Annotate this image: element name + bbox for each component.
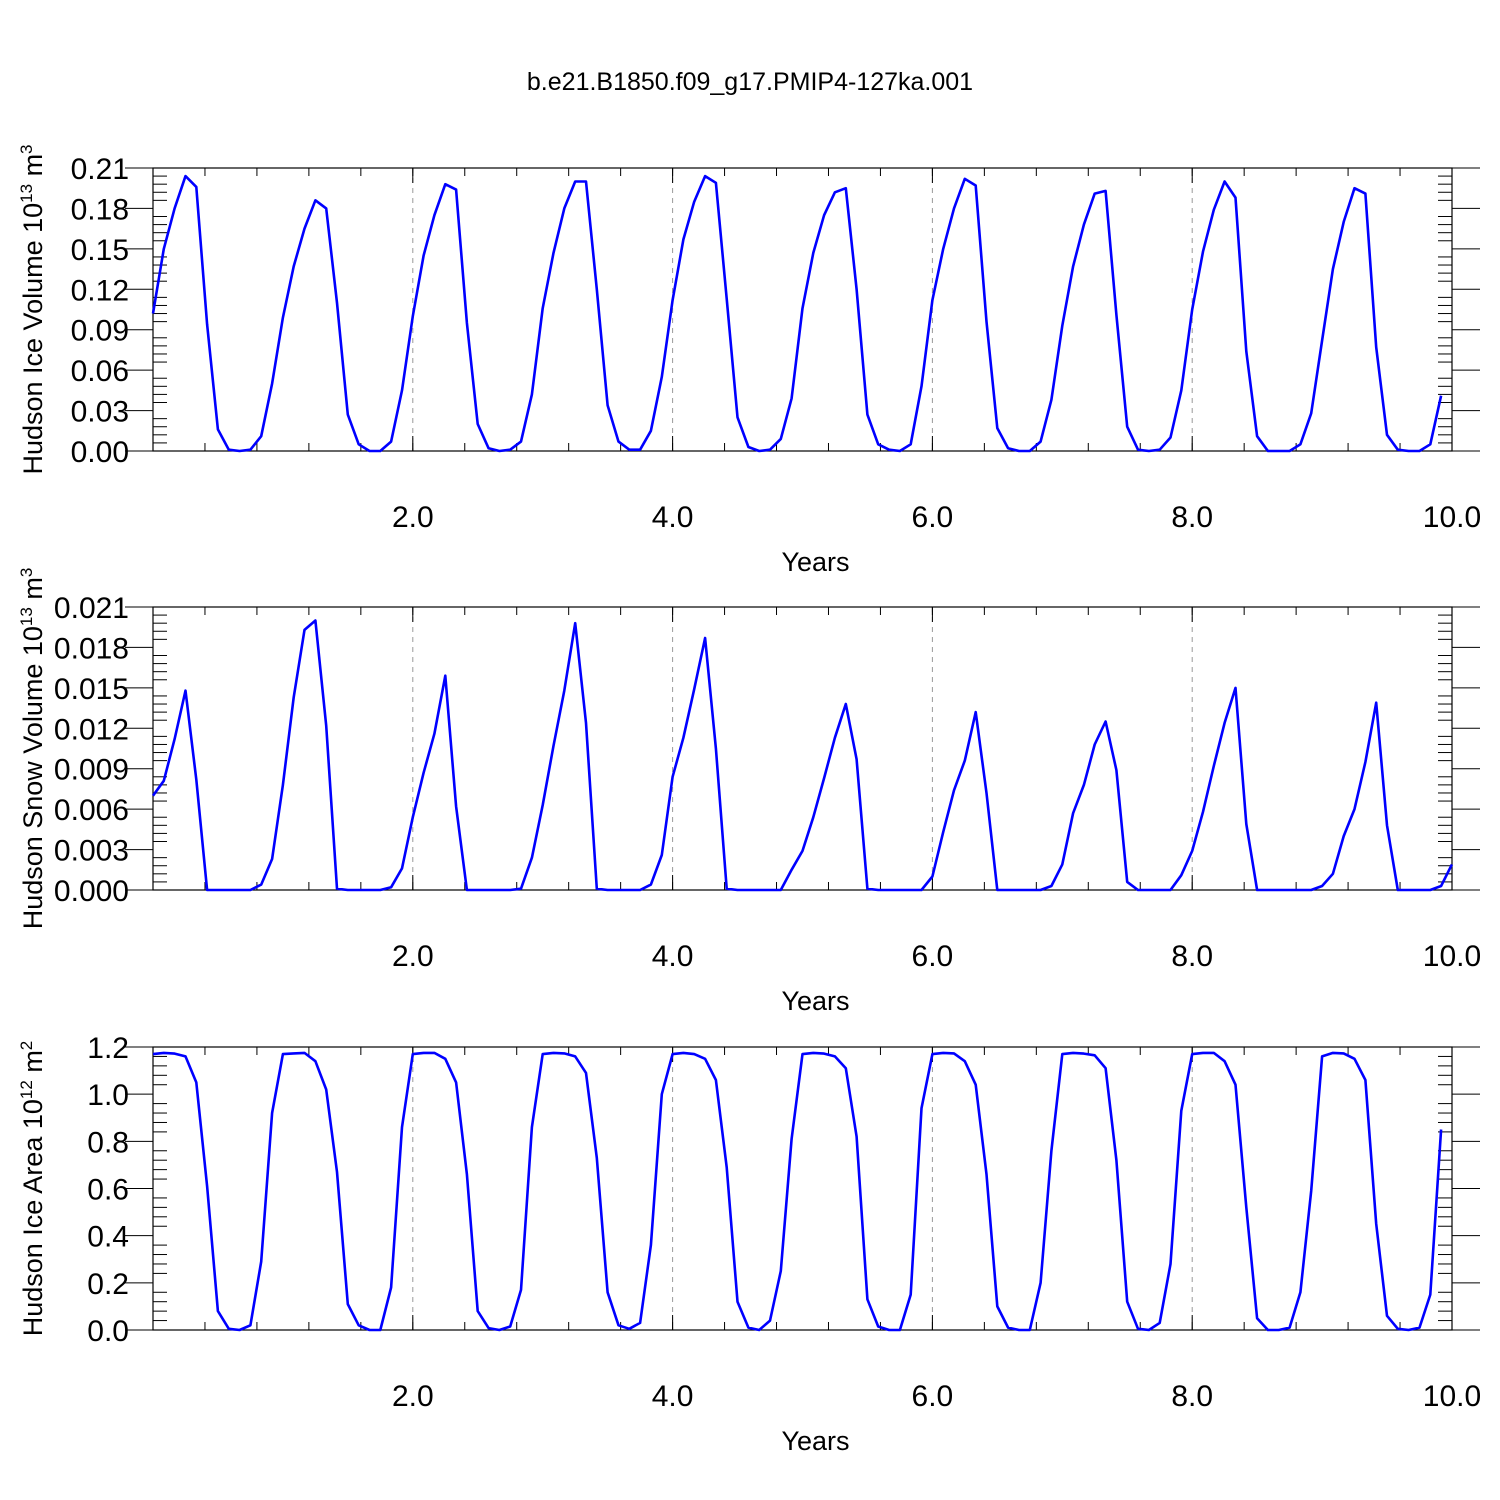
ice-area-x-tick-label: 6.0: [912, 1380, 954, 1413]
ice-volume-y-tick-label: 0.15: [71, 234, 129, 267]
snow-volume-y-tick-label: 0.009: [54, 754, 129, 787]
ice-area-y-axis-label: Hudson Ice Area 1012 m2: [17, 1041, 48, 1337]
ice-area-x-tick-label: 8.0: [1171, 1380, 1213, 1413]
ice-volume-y-tick-label: 0.06: [71, 355, 129, 388]
ice-volume-panel: 2.0 4.0 6.0 8.0 10.0 0.00 0.03 0.06 0.09 0.12 0.15…: [17, 144, 1481, 577]
ice-volume-y-tick-label: 0.12: [71, 274, 129, 307]
snow-volume-data-line: [151, 619, 1454, 892]
ice-area-y-tick-label: 0.2: [87, 1268, 129, 1301]
ice-area-y-tick-label: 0.0: [87, 1315, 129, 1348]
ice-area-x-tick-label: 2.0: [392, 1380, 434, 1413]
ice-area-y-tick-label: 1.2: [87, 1032, 129, 1065]
ice-area-x-axis-label: Years: [781, 1426, 849, 1456]
snow-volume-y-tick-label: 0.021: [54, 592, 129, 625]
snow-volume-plot-frame: [152, 606, 1453, 891]
ice-area-data-line: [152, 1051, 1443, 1332]
ice-area-panel: 2.0 4.0 6.0 8.0 10.0 0.0 0.2 0.4 0.6 0.8 1.0 1.2 Yea…: [17, 1032, 1481, 1456]
ice-volume-data-line: [151, 174, 1443, 453]
ice-area-y-tick-label: 1.0: [87, 1079, 129, 1112]
ice-volume-y-tick-label: 0.18: [71, 193, 129, 226]
ice-area-plot-frame: [152, 1046, 1453, 1331]
ice-volume-y-tick-label: 0.09: [71, 315, 129, 348]
ice-volume-y-axis-label: Hudson Ice Volume 1013 m3: [17, 144, 48, 474]
snow-volume-x-tick-label: 4.0: [652, 940, 694, 973]
snow-volume-x-tick-label: 8.0: [1171, 940, 1213, 973]
snow-volume-y-tick-label: 0.018: [54, 632, 129, 665]
ice-volume-y-tick-label: 0.21: [71, 153, 129, 186]
ice-area-y-tick-label: 0.4: [87, 1221, 129, 1254]
snow-volume-y-tick-label: 0.006: [54, 794, 129, 827]
figure-title: b.e21.B1850.f09_g17.PMIP4-127ka.001: [526, 68, 974, 96]
ice-volume-x-tick-label: 4.0: [652, 501, 694, 534]
ice-volume-y-tick-label: 0.00: [71, 436, 129, 469]
snow-volume-y-tick-label: 0.000: [54, 875, 129, 908]
snow-volume-x-tick-label: 6.0: [912, 940, 954, 973]
snow-volume-panel: 2.0 4.0 6.0 8.0 10.0 0.000 0.003 0.006 0.009 0.01…: [17, 568, 1481, 1016]
ice-volume-x-tick-label: 8.0: [1171, 501, 1213, 534]
snow-volume-x-tick-label: 10.0: [1423, 940, 1481, 973]
ice-volume-x-tick-label: 2.0: [392, 501, 434, 534]
snow-volume-x-tick-label: 2.0: [392, 940, 434, 973]
ice-volume-y-tick-label: 0.03: [71, 396, 129, 429]
snow-volume-y-tick-label: 0.015: [54, 673, 129, 706]
snow-volume-y-axis-label: Hudson Snow Volume 1013 m3: [17, 568, 48, 930]
ice-area-x-tick-label: 4.0: [652, 1380, 694, 1413]
snow-volume-y-tick-label: 0.003: [54, 835, 129, 868]
ice-volume-x-tick-label: 10.0: [1423, 501, 1481, 534]
snow-volume-y-tick-label: 0.012: [54, 713, 129, 746]
ice-area-x-tick-label: 10.0: [1423, 1380, 1481, 1413]
ice-volume-x-axis-label: Years: [781, 547, 849, 577]
ice-area-y-tick-label: 0.8: [87, 1126, 129, 1159]
ice-area-y-tick-label: 0.6: [87, 1174, 129, 1207]
snow-volume-x-axis-label: Years: [781, 986, 849, 1016]
ice-volume-x-tick-label: 6.0: [912, 501, 954, 534]
